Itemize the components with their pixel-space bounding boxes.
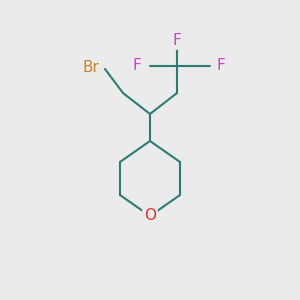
Text: F: F	[172, 33, 182, 48]
Text: F: F	[132, 58, 141, 74]
Text: F: F	[216, 58, 225, 74]
Text: Br: Br	[82, 60, 99, 75]
Text: O: O	[144, 208, 156, 224]
